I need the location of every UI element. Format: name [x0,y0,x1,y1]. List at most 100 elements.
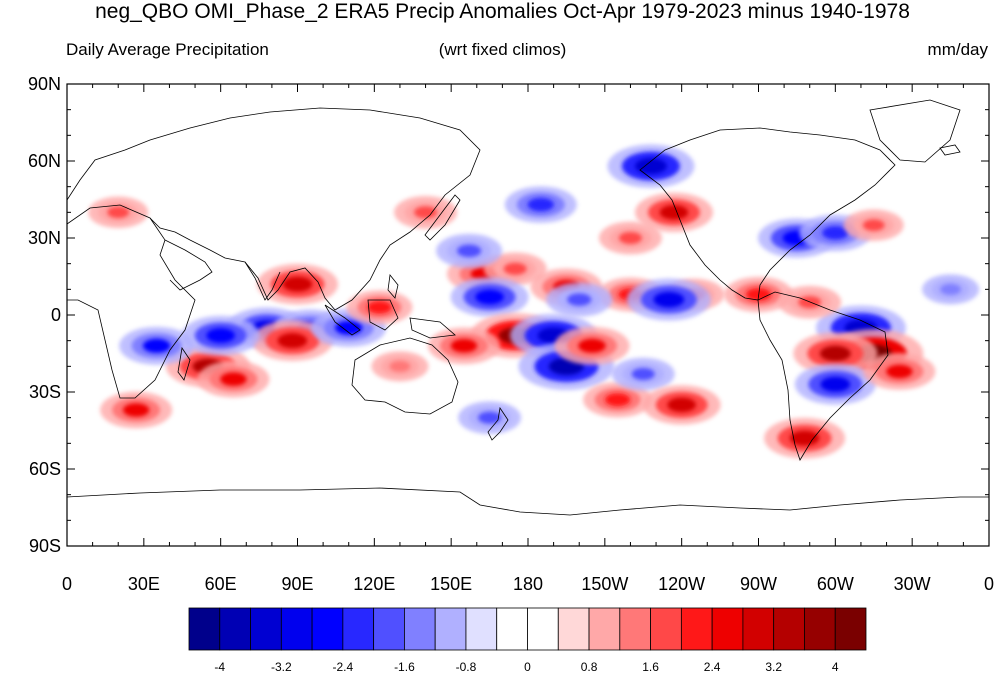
x-label: 30W [894,574,931,594]
x-label: 60W [817,574,854,594]
colorbar-swatch [650,607,682,651]
colorbar-swatch [804,607,836,651]
colorbar-swatch [465,607,498,651]
colorbar-swatch [434,607,467,651]
anomaly-core [940,283,962,295]
colorbar-label: 0 [524,660,531,674]
coast-australia [351,337,459,415]
y-label: 0 [51,305,61,325]
axis-ticks [66,83,990,547]
x-axis-labels: 0 30E 60E 90E 120E 150E 180 150W 120W 90W 60W 30W 0 [62,574,994,594]
x-label: 0 [62,574,72,594]
colorbar-label: -0.8 [456,660,477,674]
colorbar-swatch [188,607,221,651]
colorbar-label: -1.6 [394,660,415,674]
colorbar-swatch [373,607,405,651]
colorbar-label: -2.4 [333,660,354,674]
coast-newzealand [487,406,509,441]
anomaly-core [659,205,689,220]
coast-madagascar [177,346,191,381]
x-label: 30E [128,574,160,594]
anomaly-core [456,244,482,258]
colorbar-label: 0.8 [581,660,598,674]
x-label: 90E [281,574,313,594]
colorbar-swatch [250,607,282,651]
coast-philippines [387,274,399,299]
colorbar-swatch [496,607,528,651]
anomaly-core [478,411,502,424]
subtitle-units: mm/day [927,40,988,59]
chart-title: neg_QBO OMI_Phase_2 ERA5 Precip Anomalie… [95,0,910,23]
coast-borneo [367,299,399,331]
colorbar-swatch [711,607,744,651]
colorbar-swatch [219,607,251,651]
anomaly-core [886,364,913,379]
y-label: 60N [28,151,61,171]
coast-iceland [939,144,961,156]
coast-japan [424,194,461,241]
anomaly-core [862,219,885,231]
colorbar-swatch [557,607,590,651]
coast-britain [990,170,1000,180]
anomaly-core [567,293,592,306]
x-label: 150W [581,574,628,594]
x-label: 120E [353,574,395,594]
colorbar-swatch [834,607,867,651]
anomaly-core [503,262,527,275]
anomaly-core [414,206,438,219]
y-label: 60S [29,459,61,479]
anomaly-core [604,393,631,407]
colorbar-label: 3.2 [765,660,782,674]
coast-southamerica [757,291,889,461]
colorbar-swatch [588,607,621,651]
colorbar-label: 4 [832,660,839,674]
x-label: 0 [984,574,994,594]
coast-greenland [869,99,961,163]
anomaly-core [819,345,851,362]
anomaly-core [578,338,606,353]
subtitle-center: (wrt fixed climos) [438,40,567,59]
anomaly-core [367,301,392,314]
y-axis-labels: 90N 60N 30N 0 30S 60S 90S [28,74,61,556]
coast-antarctica [67,487,989,516]
colorbar [188,607,867,651]
anomaly-core [653,291,685,308]
y-label: 90S [29,536,61,556]
anomaly-core [667,397,696,413]
colorbar-label: 2.4 [704,660,721,674]
y-label: 30S [29,382,61,402]
coast-newguinea [409,317,456,339]
colorbar-swatch [311,607,344,651]
colorbar-labels: -4 -3.2 -2.4 -1.6 -0.8 0 0.8 1.6 2.4 3.2 4 [214,660,838,674]
coast-sumatra [324,304,361,336]
coastlines [67,99,1000,516]
anomaly-core [631,368,655,381]
y-label: 30N [28,228,61,248]
anomaly-core [822,226,849,240]
x-label: 150E [430,574,472,594]
anomaly-core [527,197,555,212]
anomaly-core [389,360,411,372]
subtitle-left: Daily Average Precipitation [66,40,269,59]
anomaly-core [475,289,504,305]
colorbar-swatch [619,607,651,651]
anomaly-core [206,328,235,343]
coast-africa [67,204,196,399]
anomaly-core [220,372,247,386]
colorbar-swatch [773,607,805,651]
anomaly-core [618,231,642,245]
x-label: 180 [513,574,543,594]
coast-arabia [164,239,213,291]
anomaly-core [107,206,130,219]
anomaly-core [142,338,171,353]
anomaly-core [277,333,308,349]
y-label: 90N [28,74,61,94]
anomaly-core [820,376,851,392]
colorbar-swatch [280,607,313,651]
colorbar-swatch [404,607,436,651]
anomaly-core [282,276,313,292]
anomaly-core [450,339,478,353]
colorbar-label: -3.2 [271,660,292,674]
colorbar-label: -4 [214,660,225,674]
anomaly-core [334,320,363,335]
